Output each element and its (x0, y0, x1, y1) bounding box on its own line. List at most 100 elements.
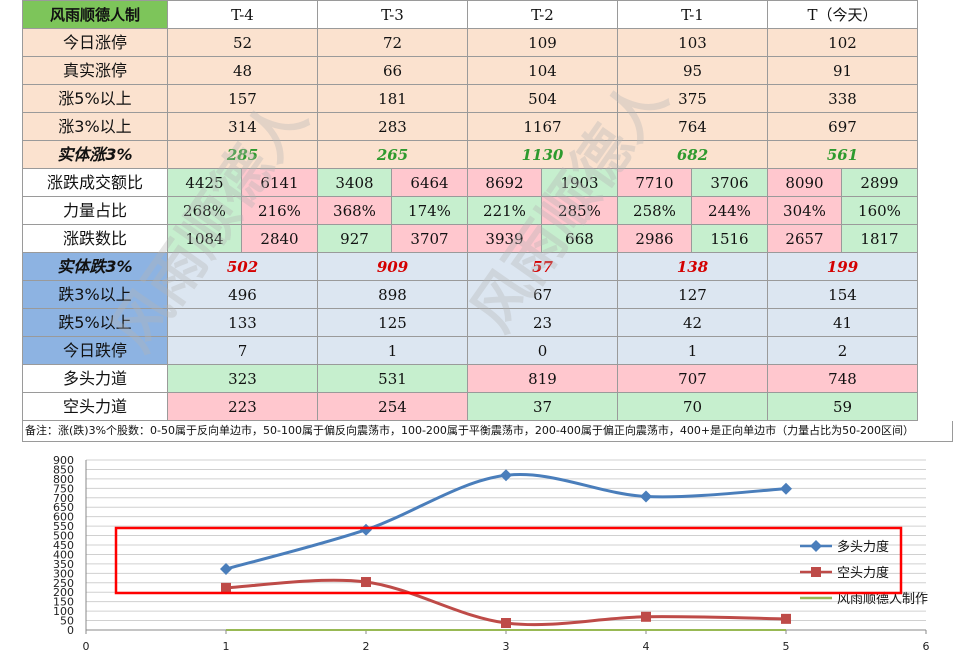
cell-up[interactable]: 368% (317, 196, 392, 225)
cell[interactable]: 42 (617, 308, 768, 337)
cell[interactable]: 157 (167, 84, 318, 113)
cell-down[interactable]: 160% (841, 196, 918, 225)
cell[interactable]: 57 (467, 252, 618, 281)
cell[interactable]: 66 (317, 56, 468, 85)
cell[interactable]: 95 (617, 56, 768, 85)
cell[interactable]: 127 (617, 280, 768, 309)
cell[interactable]: 72 (317, 28, 468, 57)
col-header[interactable]: T-4 (167, 0, 318, 29)
cell[interactable]: 1167 (467, 112, 618, 141)
cell-down[interactable]: 668 (541, 224, 618, 253)
cell[interactable]: 531 (317, 364, 468, 393)
row-label[interactable]: 实体涨3% (22, 140, 168, 169)
cell[interactable]: 682 (617, 140, 768, 169)
cell-up[interactable]: 221% (467, 196, 542, 225)
cell-up[interactable]: 927 (317, 224, 392, 253)
cell-down[interactable]: 174% (391, 196, 468, 225)
cell[interactable]: 48 (167, 56, 318, 85)
cell[interactable]: 504 (467, 84, 618, 113)
col-header[interactable]: T-2 (467, 0, 618, 29)
cell[interactable]: 102 (767, 28, 918, 57)
cell[interactable]: 2 (767, 336, 918, 365)
cell[interactable]: 254 (317, 392, 468, 421)
cell[interactable]: 697 (767, 112, 918, 141)
cell[interactable]: 91 (767, 56, 918, 85)
cell[interactable]: 41 (767, 308, 918, 337)
cell[interactable]: 909 (317, 252, 468, 281)
cell-down[interactable]: 1817 (841, 224, 918, 253)
cell[interactable]: 154 (767, 280, 918, 309)
cell[interactable]: 285 (167, 140, 318, 169)
cell[interactable]: 338 (767, 84, 918, 113)
cell[interactable]: 314 (167, 112, 318, 141)
cell[interactable]: 199 (767, 252, 918, 281)
cell-up[interactable]: 3939 (467, 224, 542, 253)
cell[interactable]: 1 (617, 336, 768, 365)
row-label[interactable]: 涨5%以上 (22, 84, 168, 113)
cell[interactable]: 37 (467, 392, 618, 421)
cell-down[interactable]: 3707 (391, 224, 468, 253)
cell[interactable]: 109 (467, 28, 618, 57)
cell[interactable]: 23 (467, 308, 618, 337)
cell-up[interactable]: 3408 (317, 168, 392, 197)
cell[interactable]: 0 (467, 336, 618, 365)
cell-up[interactable]: 268% (167, 196, 242, 225)
cell[interactable]: 323 (167, 364, 318, 393)
cell[interactable]: 1130 (467, 140, 618, 169)
cell[interactable]: 223 (167, 392, 318, 421)
row-label[interactable]: 涨3%以上 (22, 112, 168, 141)
row-label[interactable]: 跌5%以上 (22, 308, 168, 337)
cell[interactable]: 103 (617, 28, 768, 57)
row-label[interactable]: 跌3%以上 (22, 280, 168, 309)
col-header[interactable]: T（今天） (767, 0, 918, 29)
cell[interactable]: 181 (317, 84, 468, 113)
row-label[interactable]: 实体跌3% (22, 252, 168, 281)
cell-up[interactable]: 4425 (167, 168, 242, 197)
cell[interactable]: 138 (617, 252, 768, 281)
cell[interactable]: 59 (767, 392, 918, 421)
cell[interactable]: 104 (467, 56, 618, 85)
cell-up[interactable]: 7710 (617, 168, 692, 197)
row-label[interactable]: 多头力道 (22, 364, 168, 393)
cell[interactable]: 375 (617, 84, 768, 113)
cell[interactable]: 764 (617, 112, 768, 141)
cell[interactable]: 898 (317, 280, 468, 309)
row-label[interactable]: 涨跌成交额比 (22, 168, 168, 197)
corner-cell[interactable]: 风雨顺德人制 (22, 0, 168, 29)
cell-down[interactable]: 285% (541, 196, 618, 225)
row-label[interactable]: 空头力道 (22, 392, 168, 421)
cell-up[interactable]: 2986 (617, 224, 692, 253)
cell[interactable]: 52 (167, 28, 318, 57)
cell[interactable]: 502 (167, 252, 318, 281)
cell-down[interactable]: 216% (241, 196, 318, 225)
row-label[interactable]: 力量占比 (22, 196, 168, 225)
cell[interactable]: 748 (767, 364, 918, 393)
row-label[interactable]: 今日跌停 (22, 336, 168, 365)
cell-down[interactable]: 2899 (841, 168, 918, 197)
cell[interactable]: 561 (767, 140, 918, 169)
row-label[interactable]: 真实涨停 (22, 56, 168, 85)
cell[interactable]: 70 (617, 392, 768, 421)
cell-up[interactable]: 2657 (767, 224, 842, 253)
cell[interactable]: 67 (467, 280, 618, 309)
row-label[interactable]: 今日涨停 (22, 28, 168, 57)
cell[interactable]: 496 (167, 280, 318, 309)
row-label[interactable]: 涨跌数比 (22, 224, 168, 253)
cell-down[interactable]: 6141 (241, 168, 318, 197)
cell[interactable]: 283 (317, 112, 468, 141)
cell[interactable]: 133 (167, 308, 318, 337)
cell-up[interactable]: 8692 (467, 168, 542, 197)
cell-up[interactable]: 258% (617, 196, 692, 225)
cell[interactable]: 707 (617, 364, 768, 393)
cell[interactable]: 819 (467, 364, 618, 393)
cell-down[interactable]: 6464 (391, 168, 468, 197)
cell[interactable]: 7 (167, 336, 318, 365)
cell-down[interactable]: 2840 (241, 224, 318, 253)
cell-down[interactable]: 1903 (541, 168, 618, 197)
cell[interactable]: 125 (317, 308, 468, 337)
cell-up[interactable]: 1084 (167, 224, 242, 253)
col-header[interactable]: T-1 (617, 0, 768, 29)
cell-up[interactable]: 304% (767, 196, 842, 225)
cell-up[interactable]: 8090 (767, 168, 842, 197)
col-header[interactable]: T-3 (317, 0, 468, 29)
